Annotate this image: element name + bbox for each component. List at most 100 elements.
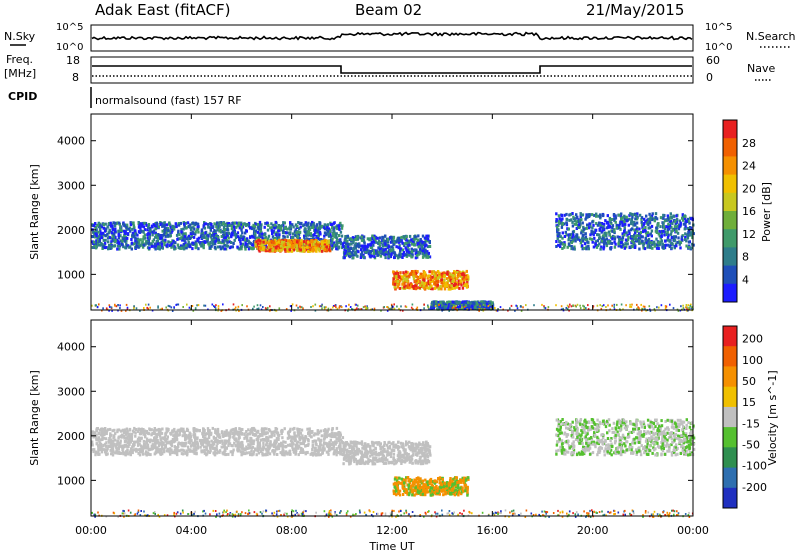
- echo-cell: [638, 227, 641, 231]
- echo-cell: [91, 224, 95, 227]
- echo-cell: [533, 304, 535, 307]
- echo-cell: [626, 233, 629, 237]
- echo-cell: [336, 224, 339, 228]
- echo-cell: [369, 238, 372, 242]
- echo-cell: [244, 231, 247, 235]
- echo-cell: [327, 452, 330, 456]
- echo-cell: [460, 277, 464, 281]
- echo-cell: [139, 229, 143, 233]
- echo-cell: [96, 223, 99, 227]
- echo-cell: [182, 449, 186, 453]
- echo-cell: [311, 440, 314, 443]
- echo-cell: [636, 303, 638, 306]
- echo-cell: [666, 236, 670, 240]
- echo-cell: [575, 233, 579, 237]
- echo-cell: [238, 238, 241, 242]
- echo-cell: [399, 247, 402, 251]
- echo-cell: [556, 225, 559, 229]
- echo-cell: [309, 248, 312, 251]
- echo-cell: [479, 302, 482, 306]
- echo-cell: [207, 222, 210, 226]
- echo-cell: [290, 249, 294, 253]
- echo-cell: [649, 232, 652, 236]
- echo-cell: [451, 300, 454, 304]
- echo-cell: [574, 222, 578, 226]
- echo-cell: [146, 236, 150, 240]
- echo-cell: [102, 307, 104, 310]
- echo-cell: [282, 229, 285, 233]
- echo-cell: [425, 234, 428, 238]
- echo-cell: [194, 232, 197, 236]
- echo-cell: [397, 236, 401, 240]
- echo-cell: [416, 255, 419, 259]
- echo-cell: [618, 235, 621, 239]
- echo-cell: [571, 212, 574, 215]
- echo-cell: [560, 305, 563, 308]
- echo-cell: [218, 229, 221, 233]
- echo-cell: [331, 237, 334, 241]
- echo-cell: [147, 225, 150, 229]
- echo-cell: [267, 306, 269, 309]
- echo-cell: [302, 307, 304, 310]
- echo-cell: [621, 242, 624, 246]
- echo-cell: [638, 237, 642, 241]
- echo-cell: [110, 236, 113, 240]
- echo-cell: [612, 213, 616, 216]
- echo-cell: [297, 239, 300, 243]
- echo-cell: [280, 432, 283, 436]
- echo-cell: [681, 218, 685, 222]
- echo-cell: [579, 307, 582, 310]
- echo-cell: [463, 306, 467, 310]
- echo-cell: [482, 300, 486, 304]
- echo-cell: [654, 212, 658, 216]
- echo-cell: [246, 436, 249, 440]
- echo-cell: [617, 242, 620, 246]
- echo-cell: [133, 426, 136, 430]
- echo-cell: [293, 230, 297, 234]
- echo-cell: [632, 223, 635, 227]
- echo-cell: [211, 233, 214, 237]
- echo-cell: [271, 232, 274, 236]
- echo-cell: [356, 243, 359, 247]
- echo-cell: [673, 227, 677, 231]
- echo-cell: [315, 443, 318, 447]
- echo-cell: [601, 305, 604, 308]
- echo-cell: [637, 306, 639, 309]
- echo-cell: [452, 272, 455, 276]
- echo-cell: [306, 237, 309, 241]
- echo-cell: [591, 240, 594, 244]
- echo-cell: [623, 214, 626, 218]
- echo-cell: [135, 240, 138, 244]
- echo-cell: [306, 245, 309, 249]
- echo-cell: [393, 256, 396, 260]
- echo-cell: [108, 438, 112, 442]
- echo-cell: [200, 242, 203, 246]
- echo-cell: [148, 230, 152, 233]
- echo-cell: [516, 305, 518, 308]
- echo-cell: [411, 239, 415, 243]
- echo-cell: [258, 247, 262, 251]
- echo-cell: [312, 242, 315, 246]
- echo-cell: [567, 242, 571, 246]
- echo-cell: [402, 250, 406, 254]
- echo-cell: [107, 240, 110, 244]
- echo-cell: [175, 303, 177, 306]
- echo-cell: [138, 224, 141, 228]
- echo-cell: [259, 304, 262, 307]
- echo-cell: [207, 242, 210, 246]
- echo-cell: [137, 222, 140, 226]
- echo-cell: [325, 435, 329, 439]
- echo-cell: [408, 240, 411, 244]
- echo-cell: [390, 238, 394, 242]
- echo-cell: [245, 229, 248, 233]
- echo-cell: [261, 236, 264, 240]
- colorbar-swatch: [723, 174, 737, 194]
- echo-cell: [307, 221, 310, 225]
- echo-cell: [264, 244, 268, 248]
- echo-cell: [333, 221, 336, 225]
- echo-cell: [398, 240, 401, 244]
- echo-cell: [668, 245, 671, 249]
- echo-cell: [134, 236, 137, 240]
- echo-cell: [261, 448, 264, 452]
- echo-cell: [334, 304, 337, 307]
